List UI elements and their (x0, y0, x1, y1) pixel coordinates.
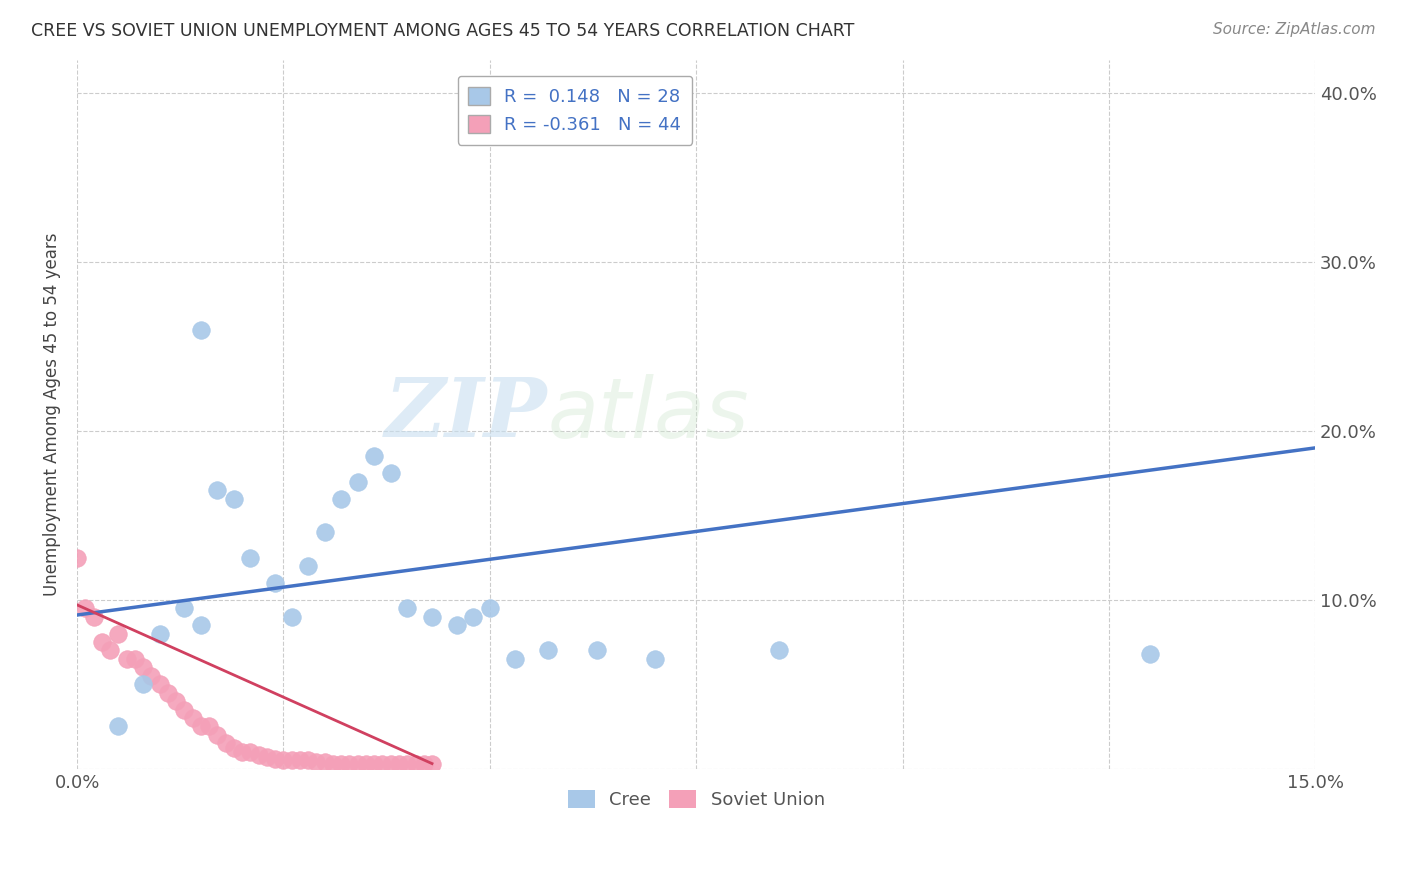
Point (339, 756, 361, 771)
Point (190, 323, 212, 337)
Point (586, 643, 609, 657)
Point (149, 677, 172, 691)
Point (536, 643, 558, 657)
Point (288, 753, 311, 767)
Point (231, 745, 253, 759)
Point (463, 609, 485, 624)
Point (207, 483, 229, 497)
Point (1139, 647, 1161, 661)
Point (380, 756, 402, 771)
Point (273, 753, 295, 767)
Point (222, 741, 245, 756)
Point (264, 576, 287, 591)
Point (83, 609, 105, 624)
Point (173, 601, 195, 615)
Point (149, 626, 172, 640)
Point (346, 756, 368, 771)
Point (90, 635, 112, 649)
Point (165, 694, 187, 708)
Point (124, 652, 146, 666)
Point (420, 756, 443, 771)
Point (363, 756, 385, 771)
Point (239, 550, 262, 565)
Y-axis label: Unemployment Among Ages 45 to 54 years: Unemployment Among Ages 45 to 54 years (44, 233, 60, 596)
Point (346, 475, 368, 489)
Point (396, 601, 419, 615)
Point (478, 601, 501, 615)
Point (239, 745, 262, 759)
Point (503, 652, 526, 666)
Point (207, 728, 229, 742)
Point (371, 756, 394, 771)
Point (115, 652, 138, 666)
Point (420, 609, 443, 624)
Point (280, 609, 302, 624)
Point (330, 491, 353, 506)
Point (388, 756, 411, 771)
Point (446, 618, 468, 632)
Point (354, 756, 377, 771)
Point (181, 711, 204, 725)
Text: ZIP: ZIP (385, 374, 547, 454)
Point (768, 643, 790, 657)
Point (297, 753, 319, 767)
Text: atlas: atlas (547, 374, 749, 455)
Point (314, 755, 336, 769)
Point (322, 756, 344, 771)
Point (107, 626, 129, 640)
Point (222, 491, 245, 506)
Point (198, 719, 221, 733)
Legend: Cree, Soviet Union: Cree, Soviet Union (561, 782, 832, 816)
Point (405, 756, 427, 771)
Point (363, 450, 385, 464)
Point (132, 660, 155, 674)
Point (75, 601, 97, 615)
Point (330, 756, 353, 771)
Point (380, 467, 402, 481)
Text: Source: ZipAtlas.com: Source: ZipAtlas.com (1212, 22, 1375, 37)
Point (107, 719, 129, 733)
Point (644, 652, 666, 666)
Point (66, 550, 89, 565)
Point (280, 753, 302, 767)
Point (256, 749, 278, 764)
Point (173, 702, 195, 716)
Point (314, 525, 336, 540)
Point (396, 756, 419, 771)
Point (190, 618, 212, 632)
Point (190, 719, 212, 733)
Point (141, 669, 163, 683)
Point (156, 686, 179, 700)
Point (98, 643, 121, 657)
Point (412, 756, 434, 771)
Point (247, 748, 270, 763)
Point (264, 751, 287, 765)
Point (297, 559, 319, 574)
Point (305, 755, 328, 769)
Point (215, 736, 238, 750)
Point (132, 677, 155, 691)
Text: CREE VS SOVIET UNION UNEMPLOYMENT AMONG AGES 45 TO 54 YEARS CORRELATION CHART: CREE VS SOVIET UNION UNEMPLOYMENT AMONG … (31, 22, 855, 40)
